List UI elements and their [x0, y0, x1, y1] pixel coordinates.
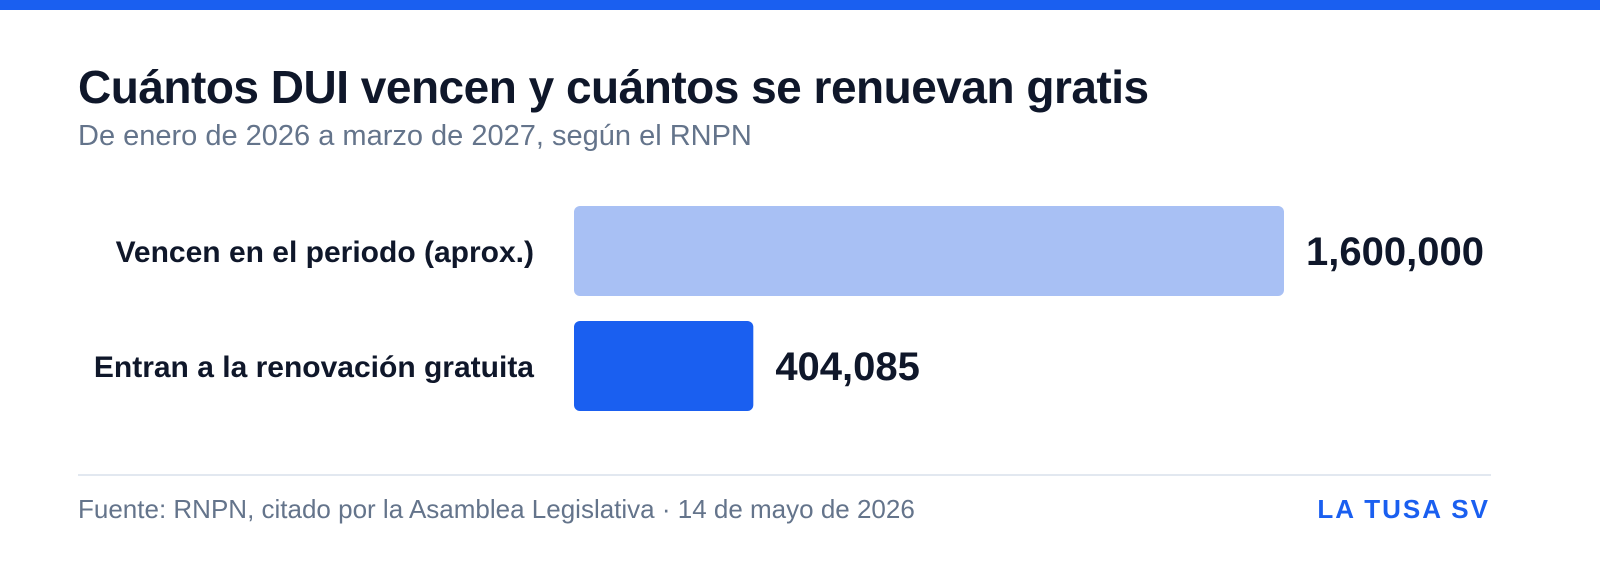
brand-logo-text: LA TUSA SV: [1317, 494, 1490, 524]
data-label: 1,600,000: [1306, 230, 1484, 274]
source-note: Fuente: RNPN, citado por la Asamblea Leg…: [78, 494, 915, 524]
data-label: 404,085: [775, 345, 920, 389]
footer-divider: [78, 474, 1491, 476]
chart-title: Cuántos DUI vencen y cuántos se renuevan…: [78, 61, 1149, 113]
bar: [574, 206, 1284, 296]
category-label: Vencen en el periodo (aprox.): [116, 236, 534, 269]
bar: [574, 321, 754, 411]
category-label: Entran a la renovación gratuita: [94, 351, 534, 384]
chart-subtitle: De enero de 2026 a marzo de 2027, según …: [78, 120, 752, 152]
top-accent-bar: [0, 0, 1600, 10]
